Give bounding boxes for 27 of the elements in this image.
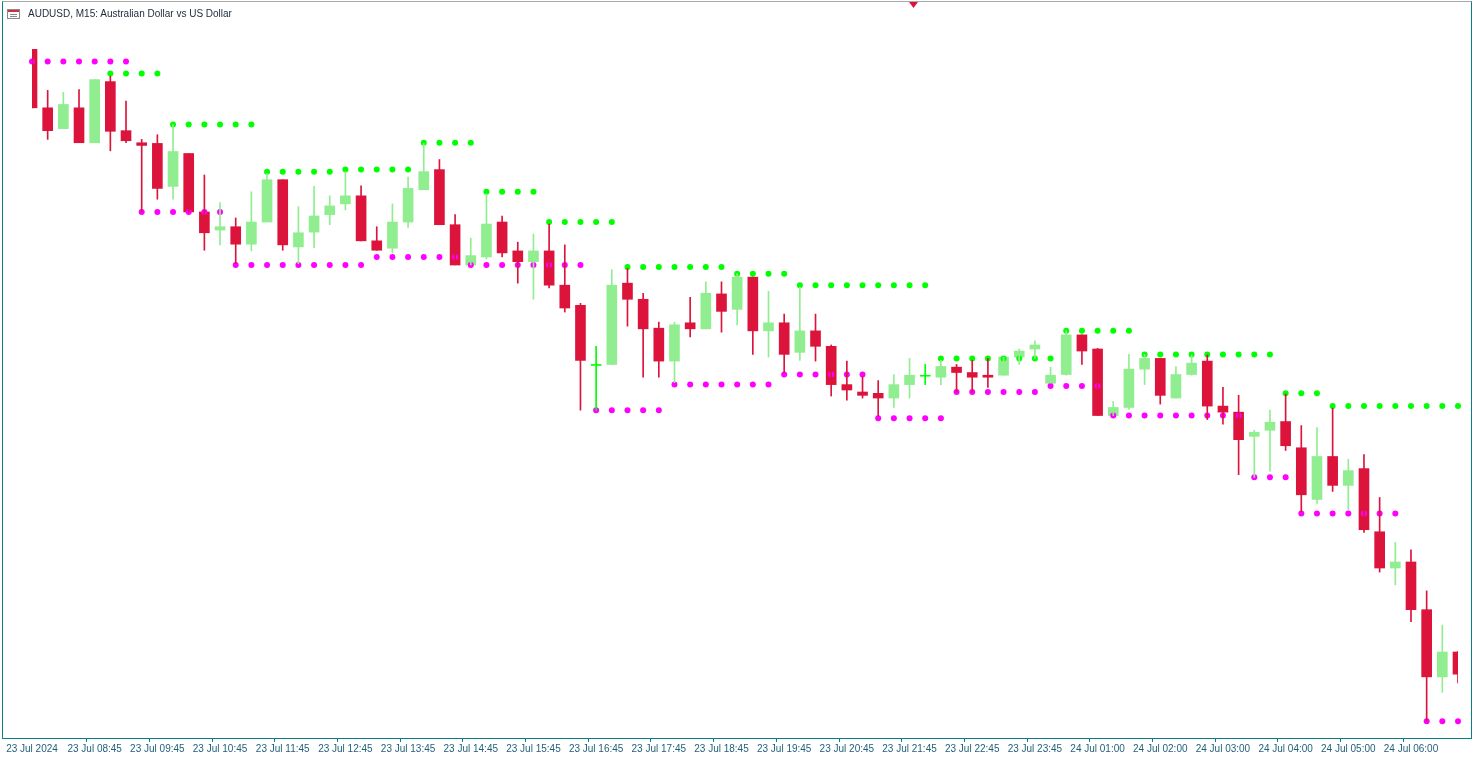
x-tick-label: 23 Jul 11:45 xyxy=(255,742,311,754)
x-tick-label: 24 Jul 02:00 xyxy=(1133,742,1188,754)
x-tick-label: 24 Jul 01:00 xyxy=(1070,742,1126,754)
x-tick-label: 24 Jul 03:00 xyxy=(1195,742,1251,754)
x-tick-label: 23 Jul 18:45 xyxy=(694,742,750,754)
x-tick-label: 23 Jul 2024 xyxy=(6,742,59,754)
x-tick-label: 24 Jul 04:00 xyxy=(1258,742,1314,754)
x-tick-label: 23 Jul 16:45 xyxy=(568,742,624,754)
x-tick-label: 23 Jul 10:45 xyxy=(192,742,248,754)
x-tick-label: 23 Jul 15:45 xyxy=(506,742,562,754)
chart-title: AUDUSD, M15: Australian Dollar vs US Dollar xyxy=(28,8,232,20)
x-tick-label: 23 Jul 13:45 xyxy=(380,742,436,754)
x-tick-label: 23 Jul 19:45 xyxy=(756,742,812,754)
x-tick-label: 23 Jul 12:45 xyxy=(318,742,374,754)
x-tick-label: 23 Jul 21:45 xyxy=(882,742,938,754)
x-tick-label: 23 Jul 09:45 xyxy=(130,742,186,754)
x-tick-label: 23 Jul 20:45 xyxy=(819,742,875,754)
candlestick xyxy=(1248,429,1260,478)
x-tick-label: 23 Jul 08:45 xyxy=(67,742,123,754)
x-tick-label: 23 Jul 23:45 xyxy=(1007,742,1063,754)
candlestick xyxy=(919,364,931,385)
x-tick-label: 23 Jul 22:45 xyxy=(944,742,1000,754)
candlestick xyxy=(89,79,101,144)
x-tick-label: 23 Jul 17:45 xyxy=(631,742,687,754)
x-tick-label: 24 Jul 06:00 xyxy=(1383,742,1439,754)
x-tick-label: 24 Jul 05:00 xyxy=(1321,742,1376,754)
x-tick-label: 23 Jul 14:45 xyxy=(443,742,499,754)
